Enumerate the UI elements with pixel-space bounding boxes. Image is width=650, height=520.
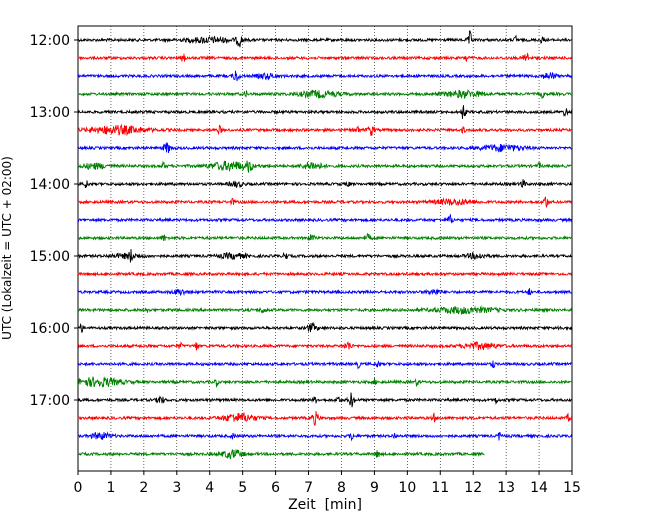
trace-1545 <box>77 305 573 315</box>
x-tick-label: 14 <box>530 480 548 496</box>
trace-1430 <box>77 213 573 224</box>
trace-1730 <box>77 431 573 442</box>
y-tick-label: 12:00 <box>30 33 70 49</box>
y-tick-label: 16:00 <box>30 321 70 337</box>
trace-1215 <box>77 52 573 62</box>
trace-1345 <box>77 160 573 173</box>
trace-1645 <box>77 375 573 388</box>
trace-1515 <box>77 271 573 278</box>
trace-1200 <box>77 30 573 48</box>
trace-1230 <box>77 70 573 82</box>
trace-1530 <box>77 288 573 297</box>
y-axis-label: UTC (Lokalzeit = UTC + 02:00) <box>0 156 14 340</box>
grid-lines <box>110 26 540 471</box>
trace-1415 <box>77 196 573 209</box>
trace-1445 <box>77 232 573 242</box>
x-tick-label: 12 <box>464 480 482 496</box>
x-tick-label: 11 <box>431 480 449 496</box>
x-tick-label: 7 <box>304 480 313 496</box>
trace-1600 <box>77 321 573 334</box>
x-tick-label: 15 <box>563 480 581 496</box>
trace-1615 <box>77 341 573 351</box>
y-tick-label: 14:00 <box>30 177 70 193</box>
x-tick-label: 6 <box>271 480 280 496</box>
x-tick-label: 10 <box>398 480 416 496</box>
trace-1745 <box>77 449 485 460</box>
trace-1715 <box>77 411 573 426</box>
trace-1315 <box>77 123 573 137</box>
trace-1300 <box>77 105 573 119</box>
x-tick-label: 1 <box>106 480 115 496</box>
trace-1700 <box>77 392 573 408</box>
trace-group <box>77 30 573 460</box>
x-tick-label: 8 <box>337 480 346 496</box>
x-tick-label: 4 <box>205 480 214 496</box>
x-tick-label: 5 <box>238 480 247 496</box>
plot-frame <box>77 25 573 472</box>
x-tick-label: 13 <box>497 480 515 496</box>
trace-1500 <box>77 249 573 263</box>
x-tick-label: 0 <box>74 480 83 496</box>
y-tick-label: 15:00 <box>30 249 70 265</box>
y-tick-label: 17:00 <box>30 393 70 409</box>
x-axis: 0 1 2 3 4 5 6 7 8 9 10 11 12 13 14 15 <box>74 471 581 496</box>
trace-1400 <box>77 179 573 189</box>
trace-1630 <box>77 360 573 370</box>
y-axis: 12:00 13:00 14:00 15:00 16:00 17:00 <box>30 33 78 409</box>
x-tick-label: 2 <box>139 480 148 496</box>
x-tick-label: 3 <box>172 480 181 496</box>
x-tick-label: 9 <box>370 480 379 496</box>
y-tick-label: 13:00 <box>30 105 70 121</box>
trace-1245 <box>77 89 573 100</box>
x-axis-label: Zeit [min] <box>288 497 362 513</box>
trace-1330 <box>77 141 573 153</box>
